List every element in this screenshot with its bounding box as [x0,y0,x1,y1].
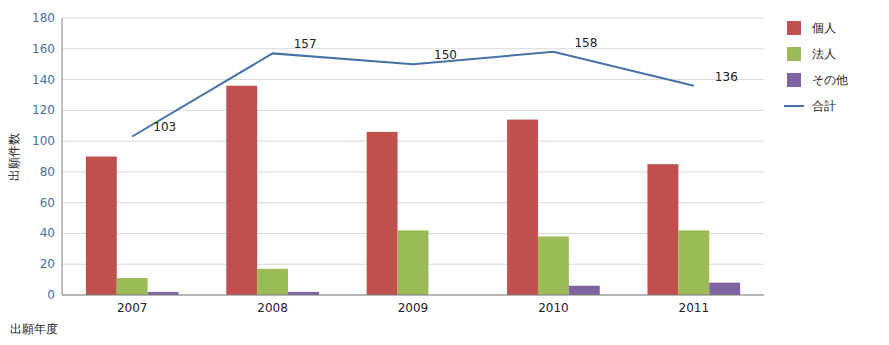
x-tick-label: 2010 [538,301,569,315]
grid-line [62,79,764,80]
y-tick-label: 80 [40,165,55,179]
y-tick-label: 160 [32,42,55,56]
y-tick-label: 100 [32,134,55,148]
legend-swatch [787,47,801,61]
y-axis-line [62,18,63,295]
x-axis-line [62,295,764,296]
y-tick-label: 0 [47,288,55,302]
legend-swatch [784,105,804,107]
data-label: 136 [715,70,738,84]
data-label: 103 [153,120,176,134]
page: {"chart_data": {"type": "bar", "x_label"… [0,0,889,345]
bar [257,269,288,295]
line [132,52,694,137]
data-label: 150 [434,48,457,62]
legend-swatch [787,73,801,87]
y-tick-label: 180 [32,11,55,25]
y-tick-label: 40 [40,226,55,240]
grid-line [62,295,764,296]
grid-line [62,110,764,111]
bar [226,86,257,295]
y-tick-label: 140 [32,73,55,87]
bar [678,230,709,295]
legend-label: 法人 [812,47,836,61]
data-labels: 103 157 150 158 136 [153,36,738,135]
x-tick-label: 2011 [679,301,710,315]
grid-line [62,48,764,49]
x-axis-label: 出願年度 [10,322,58,336]
y-axis-label: 出願件数 [7,133,21,181]
bar [367,132,398,295]
bar [86,157,117,296]
legend-label: その他 [812,73,848,87]
plot-area [86,52,740,295]
bar [569,286,600,295]
bar [709,283,740,295]
y-tick-label: 60 [40,196,55,210]
chart-container: 0 20 40 60 80 100 120 140 160 180 103 157 150 158 136 2… [0,0,889,345]
y-tick-label: 20 [40,257,55,271]
legend-label: 合計 [812,99,836,113]
x-tick-label: 2007 [117,301,148,315]
data-label: 158 [574,36,597,50]
bar [398,230,429,295]
grid-line [62,18,764,19]
bar [647,164,678,295]
legend-swatch [787,21,801,35]
legend-label: 個人 [812,21,836,35]
legend: 個人法人その他合計 [784,21,848,113]
grid [62,18,764,295]
chart-svg: 0 20 40 60 80 100 120 140 160 180 103 157 150 158 136 2… [0,0,889,345]
bar [117,278,148,295]
x-tick-label: 2008 [257,301,288,315]
bar [507,120,538,295]
grid-line [62,141,764,142]
data-label: 157 [294,37,317,51]
y-tick-label: 120 [32,103,55,117]
bar [538,237,569,295]
x-tick-label: 2009 [398,301,429,315]
